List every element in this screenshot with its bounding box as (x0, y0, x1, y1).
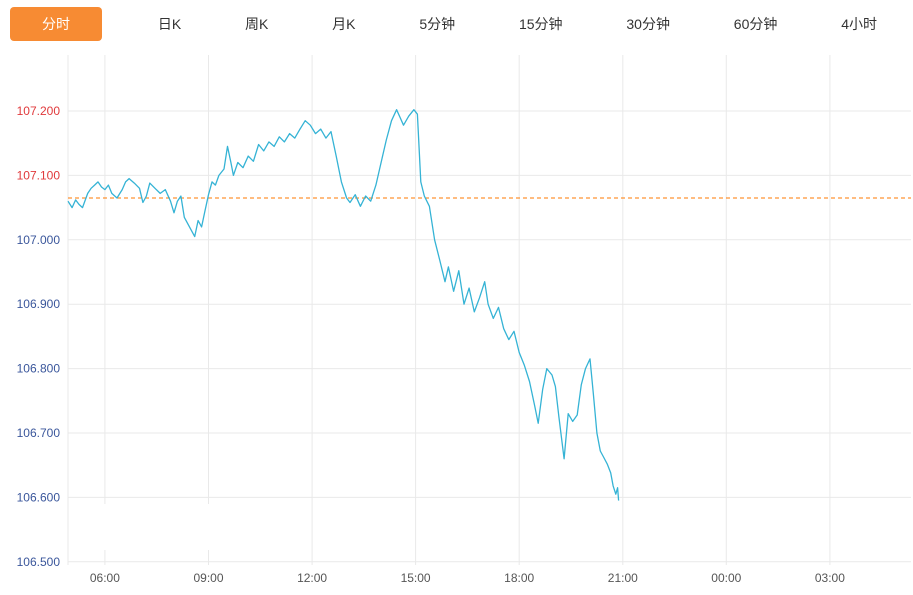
tab-60min[interactable]: 60分钟 (733, 16, 778, 32)
y-tick-label: 106.500 (17, 555, 61, 569)
chart-area: 06:00 09:00 12:00 15:00 18:00 21:00 00:00 03:00… (0, 48, 913, 595)
x-tick-label: 21:00 (608, 571, 638, 585)
y-tick-label: 107.000 (17, 233, 61, 247)
tab-5min[interactable]: 5分钟 (419, 16, 456, 32)
price-chart[interactable]: 06:00 09:00 12:00 15:00 18:00 21:00 00:00 03:00… (0, 48, 913, 595)
tab-monthly-k[interactable]: 月K (332, 16, 356, 32)
y-tick-label: 106.900 (17, 297, 61, 311)
tab-4hour[interactable]: 4小时 (841, 16, 877, 32)
x-tick-label: 18:00 (504, 571, 534, 585)
tab-daily-k[interactable]: 日K (157, 16, 182, 32)
tab-weekly-k[interactable]: 周K (245, 16, 269, 32)
y-tick-label: 107.100 (17, 168, 61, 182)
x-tick-label: 09:00 (193, 571, 223, 585)
tab-30min[interactable]: 30分钟 (626, 16, 670, 32)
x-tick-label: 15:00 (401, 571, 431, 585)
y-tick-label: 106.600 (17, 490, 61, 504)
x-tick-label: 12:00 (297, 571, 327, 585)
x-tick-label: 03:00 (815, 571, 845, 585)
price-line (67, 109, 620, 501)
x-tick-label: 06:00 (90, 571, 120, 585)
watermark (70, 504, 216, 550)
timeframe-tabbar: 分时 日K 周K 月K 5分钟 15分钟 30分钟 60分钟 4小时 (0, 0, 913, 48)
x-tick-label: 00:00 (711, 571, 741, 585)
y-tick-label: 106.800 (17, 362, 61, 376)
tab-minute-line[interactable]: 分时 (10, 7, 102, 41)
y-tick-label: 107.200 (17, 104, 61, 118)
y-tick-label: 106.700 (17, 426, 61, 440)
tab-15min[interactable]: 15分钟 (518, 16, 563, 32)
